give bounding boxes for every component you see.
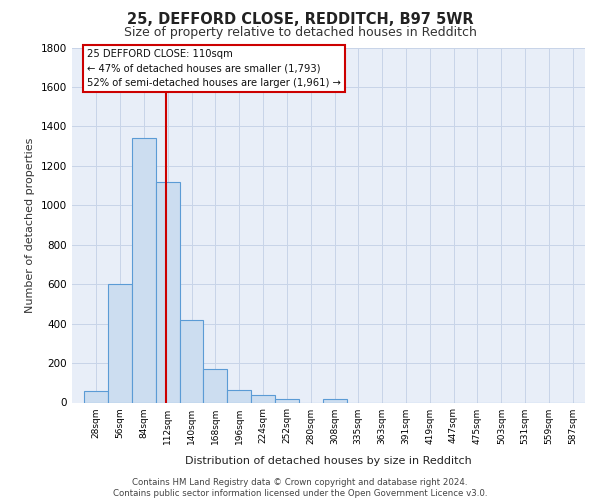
Bar [84,390,108,402]
Bar [275,398,299,402]
Bar [203,369,227,402]
Text: Contains HM Land Registry data © Crown copyright and database right 2024.
Contai: Contains HM Land Registry data © Crown c… [113,478,487,498]
Bar [155,182,179,402]
Text: 25, DEFFORD CLOSE, REDDITCH, B97 5WR: 25, DEFFORD CLOSE, REDDITCH, B97 5WR [127,12,473,28]
Text: Size of property relative to detached houses in Redditch: Size of property relative to detached ho… [124,26,476,39]
Bar [108,284,132,403]
Bar [251,394,275,402]
Bar [227,390,251,402]
Text: Distribution of detached houses by size in Redditch: Distribution of detached houses by size … [185,456,472,466]
Bar [323,398,347,402]
Text: 25 DEFFORD CLOSE: 110sqm
← 47% of detached houses are smaller (1,793)
52% of sem: 25 DEFFORD CLOSE: 110sqm ← 47% of detach… [88,50,341,88]
Bar [179,320,203,402]
Bar [132,138,155,402]
Y-axis label: Number of detached properties: Number of detached properties [25,138,35,312]
